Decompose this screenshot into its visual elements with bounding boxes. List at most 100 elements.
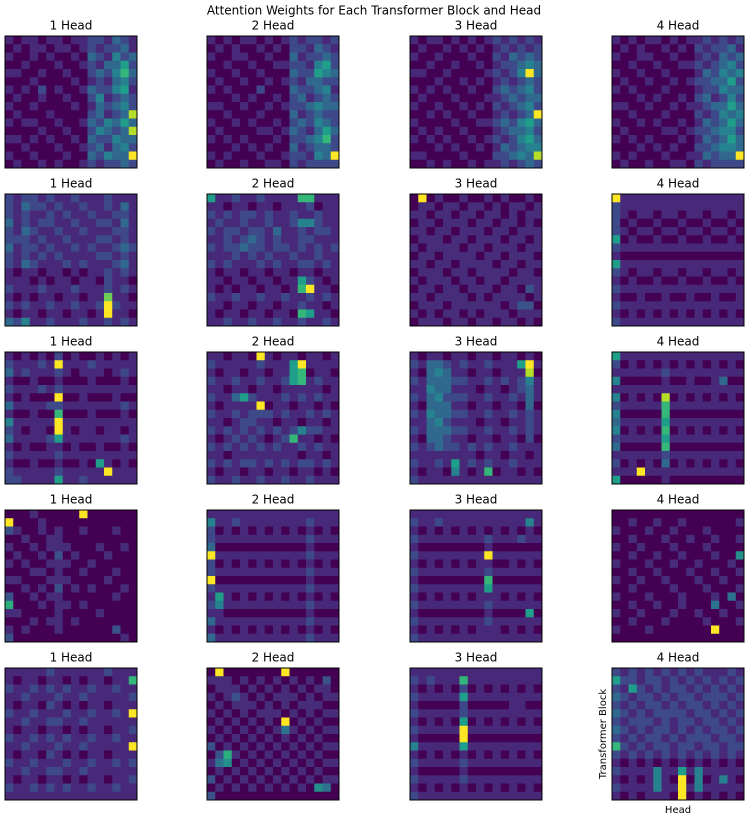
heatmap-cell xyxy=(71,44,80,53)
panel-frame xyxy=(611,509,745,643)
heatmap-cell xyxy=(517,459,526,468)
heatmap-cell xyxy=(128,393,138,402)
heatmap-cell xyxy=(21,227,31,236)
heatmap-cell xyxy=(104,551,113,560)
heatmap-cell xyxy=(248,559,257,569)
heatmap-cell xyxy=(645,110,654,119)
heatmap-cell xyxy=(620,151,629,161)
heatmap-cell xyxy=(686,293,695,302)
heatmap-cell xyxy=(661,69,671,78)
heatmap-cell xyxy=(5,451,14,460)
heatmap-cell xyxy=(264,633,274,643)
heatmap-cell xyxy=(492,684,502,694)
heatmap-cell xyxy=(322,352,332,361)
heatmap-cell xyxy=(256,742,266,751)
heatmap-cell xyxy=(517,701,526,710)
heatmap-cell xyxy=(38,227,47,236)
heatmap-cell xyxy=(517,368,526,378)
heatmap-cell xyxy=(517,309,526,319)
heatmap-cell xyxy=(653,701,662,710)
heatmap-cell xyxy=(112,227,121,236)
heatmap-cell xyxy=(54,317,64,327)
heatmap-cell xyxy=(29,309,39,319)
heatmap-cell xyxy=(71,725,80,735)
heatmap-cell xyxy=(612,526,621,536)
heatmap-cell xyxy=(13,110,22,119)
heatmap-cell xyxy=(120,750,130,760)
heatmap-cell xyxy=(410,276,419,286)
heatmap-cell xyxy=(29,633,39,643)
heatmap-cell xyxy=(678,376,687,386)
heatmap-cell xyxy=(256,617,266,626)
heatmap-cell xyxy=(645,584,654,593)
heatmap-cell xyxy=(484,467,493,477)
heatmap-cell xyxy=(306,409,315,419)
heatmap-cell xyxy=(636,451,646,460)
heatmap-cell xyxy=(71,202,80,211)
heatmap-cell xyxy=(484,551,493,560)
heatmap-cell xyxy=(426,543,436,552)
heatmap-cell xyxy=(223,775,233,784)
heatmap-cell xyxy=(517,543,526,552)
heatmap-cell xyxy=(451,543,460,552)
heatmap-cell xyxy=(322,268,332,277)
heatmap-cell xyxy=(476,151,485,161)
heatmap-cell xyxy=(628,451,638,460)
heatmap-cell xyxy=(79,510,88,519)
heatmap-cell xyxy=(500,368,510,378)
heatmap-cell xyxy=(264,567,274,577)
heatmap-cell xyxy=(13,684,22,694)
heatmap-cell xyxy=(669,442,679,452)
heatmap-cell xyxy=(636,418,646,427)
heatmap-cell xyxy=(223,102,233,111)
heatmap-cell xyxy=(95,676,105,685)
heatmap-cell xyxy=(215,734,224,743)
heatmap-cell xyxy=(702,93,712,103)
heatmap-cell xyxy=(669,633,679,643)
heatmap-cell xyxy=(29,284,39,294)
heatmap-cell xyxy=(533,701,543,710)
heatmap-cell xyxy=(112,625,121,635)
heatmap-cell xyxy=(289,543,299,552)
heatmap-cell xyxy=(223,202,233,211)
heatmap-cell xyxy=(231,758,241,768)
heatmap-cell xyxy=(71,36,80,45)
heatmap-cell xyxy=(711,36,720,45)
heatmap-cell xyxy=(62,510,72,519)
heatmap-cell xyxy=(533,194,543,203)
heatmap-cell xyxy=(322,227,332,236)
heatmap-cell xyxy=(223,717,233,727)
heatmap-cell xyxy=(492,118,502,128)
heatmap-cell xyxy=(128,676,138,685)
heatmap-cell xyxy=(727,218,737,228)
heatmap-cell xyxy=(256,276,266,286)
heatmap-cell xyxy=(128,284,138,294)
heatmap-cell xyxy=(13,559,22,569)
heatmap-cell xyxy=(21,44,31,53)
heatmap-cell xyxy=(509,218,518,228)
heatmap-cell xyxy=(215,600,224,610)
heatmap-cell xyxy=(628,243,638,253)
heatmap-panel: 4 Head xyxy=(611,335,745,485)
heatmap-cell xyxy=(533,210,543,220)
heatmap-cell xyxy=(612,268,621,277)
heatmap-cell xyxy=(322,783,332,793)
heatmap-cell xyxy=(500,385,510,394)
heatmap-cell xyxy=(653,459,662,468)
heatmap-cell xyxy=(418,767,427,776)
heatmap-cell xyxy=(5,401,14,411)
heatmap-cell xyxy=(459,393,469,402)
heatmap-cell xyxy=(645,293,654,302)
heatmap-cell xyxy=(492,368,502,378)
heatmap-cell xyxy=(645,44,654,53)
heatmap-cell xyxy=(79,409,88,419)
heatmap-cell xyxy=(533,69,543,78)
heatmap-cell xyxy=(418,534,427,544)
heatmap-cell xyxy=(297,218,307,228)
heatmap-cell xyxy=(104,110,113,119)
heatmap-cell xyxy=(492,93,502,103)
heatmap-cell xyxy=(533,393,543,402)
heatmap-cell xyxy=(297,467,307,477)
heatmap-cell xyxy=(5,159,14,169)
heatmap-cell xyxy=(620,44,629,53)
